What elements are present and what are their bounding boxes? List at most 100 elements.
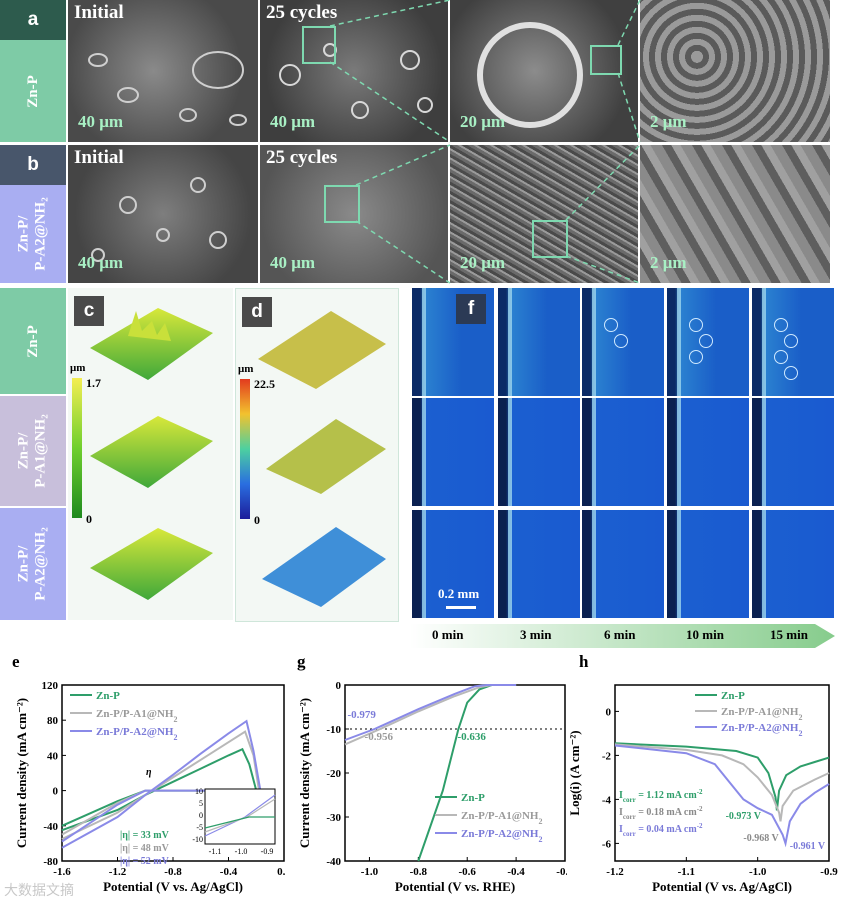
y-tick-label: 120 bbox=[42, 680, 59, 692]
legend-entry: Zn-P/P-A2@NH2 bbox=[721, 722, 802, 738]
y-tick-label: -20 bbox=[326, 768, 341, 780]
x-axis-label: Potential (V vs. Ag/AgCl) bbox=[652, 879, 792, 894]
camera-frame bbox=[667, 288, 749, 396]
legend-entry: Zn-P bbox=[461, 792, 485, 804]
x-tick-label: -1.2 bbox=[606, 866, 624, 878]
y-axis-label: Current density (mA cm⁻²) bbox=[14, 698, 29, 848]
camera-frame bbox=[412, 398, 494, 506]
inset-series bbox=[204, 794, 276, 837]
panel-letter: e bbox=[12, 652, 20, 671]
eta-annotation: |η| = 48 mV bbox=[120, 843, 170, 854]
colorbar-c-max: 1.7 bbox=[86, 376, 101, 390]
colorbar-d bbox=[240, 379, 250, 519]
sem-b-25cycles: 25 cycles 40 μm bbox=[260, 145, 448, 283]
colorbar-d-max: 22.5 bbox=[254, 377, 275, 391]
panel-c-letter: c bbox=[74, 296, 104, 326]
x-axis-label: Potential (V vs. RHE) bbox=[395, 879, 515, 894]
y-tick-label: -40 bbox=[43, 821, 58, 833]
y-tick-label: -6 bbox=[602, 838, 612, 850]
inset-y-tick: -5 bbox=[196, 823, 203, 832]
x-tick-label: -0.9 bbox=[820, 866, 838, 878]
y-tick-label: -30 bbox=[326, 812, 341, 824]
annotation: -0.979 bbox=[347, 709, 376, 721]
y-tick-label: 0 bbox=[336, 680, 342, 692]
sem-a-zoom1: 20 μm bbox=[450, 0, 638, 142]
y-tick-label: 0 bbox=[606, 706, 612, 718]
x-tick-label: -0.2 bbox=[556, 866, 567, 878]
legend-entry: Zn-P/P-A2@NH2 bbox=[461, 828, 542, 844]
y-tick-label: 0 bbox=[53, 786, 59, 798]
annotation: -0.956 bbox=[365, 731, 394, 743]
camera-frame bbox=[582, 398, 664, 506]
sem-label: 25 cycles bbox=[266, 2, 338, 23]
y-tick-label: -2 bbox=[602, 750, 612, 762]
x-tick-label: 0.0 bbox=[277, 866, 285, 878]
sem-a-initial: Initial 40 μm bbox=[68, 0, 258, 142]
annotation: -0.968 V bbox=[743, 833, 779, 844]
sem-label: 25 cycles bbox=[266, 147, 338, 168]
y-tick-label: 40 bbox=[47, 750, 59, 762]
row-b-label: Zn-P/P-A2@NH₂ bbox=[0, 185, 66, 283]
icorr-annotation: Icorr = 1.12 mA cm-2 bbox=[619, 788, 703, 804]
chart-h: h -1.2 -1.1 -1.0 -0.9 0 -2 -4 -6 Potential (V vs.… bbox=[567, 652, 838, 894]
inset-x-tick: -1.0 bbox=[235, 847, 248, 856]
icorr-annotation: Icorr = 0.04 mA cm-2 bbox=[619, 822, 703, 838]
colorbar-d-unit: μm bbox=[238, 363, 254, 375]
scale-bar: 40 μm bbox=[270, 112, 316, 131]
colorbar-c-min: 0 bbox=[86, 512, 92, 526]
inset-x-tick: -0.9 bbox=[261, 847, 274, 856]
series-line-2 bbox=[614, 743, 830, 822]
panel-a-letter: a bbox=[27, 9, 39, 30]
panel-d-letter: d bbox=[242, 297, 272, 327]
camera-frame bbox=[752, 510, 834, 618]
legend-entry: Zn-P bbox=[721, 690, 745, 702]
row-cdf-label-1: Zn-P bbox=[0, 288, 66, 394]
camera-frame bbox=[412, 510, 494, 618]
zoom-box bbox=[324, 185, 360, 223]
panel-b-letter: b bbox=[27, 154, 39, 175]
chart-g: g -1.0 -0.8 -0.6 -0.4 -0.2 0 -10 -20 -30 -40 Potent… bbox=[297, 652, 567, 894]
panel-f-letter: f bbox=[456, 294, 486, 324]
panel-b-letter-box bbox=[0, 145, 66, 185]
y-tick-label: -10 bbox=[326, 724, 341, 736]
x-tick-label: -1.6 bbox=[53, 866, 71, 878]
x-tick-label: -1.1 bbox=[678, 866, 695, 878]
colorbar-c-unit: μm bbox=[70, 362, 86, 374]
series-line-3 bbox=[614, 744, 830, 848]
inset-series bbox=[204, 816, 275, 829]
colorbar-c bbox=[72, 378, 82, 518]
zoom-box bbox=[590, 45, 622, 75]
annotation: -0.636 bbox=[457, 731, 486, 743]
panel-c: c μm 1.7 0 bbox=[68, 288, 233, 620]
time-label-1: 3 min bbox=[520, 627, 552, 642]
x-tick-label: -0.8 bbox=[410, 866, 428, 878]
scale-bar: 40 μm bbox=[78, 253, 124, 272]
camera-frame bbox=[752, 288, 834, 396]
scale-bar: 20 μm bbox=[460, 253, 506, 272]
camera-frame bbox=[752, 398, 834, 506]
x-tick-label: -1.2 bbox=[109, 866, 127, 878]
legend-entry: Zn-P/P-A1@NH2 bbox=[721, 706, 802, 722]
x-tick-label: -0.8 bbox=[164, 866, 182, 878]
camera-frame bbox=[582, 288, 664, 396]
sem-b-zoom2: 2 μm bbox=[640, 145, 830, 283]
panel-f-scale: 0.2 mm bbox=[438, 586, 480, 601]
eta-symbol: η bbox=[146, 767, 152, 778]
row-a-label: Zn-P bbox=[0, 40, 66, 142]
x-tick-label: -0.4 bbox=[507, 866, 525, 878]
inset-y-tick: 10 bbox=[195, 787, 203, 796]
sem-b-zoom1: 20 μm bbox=[450, 145, 638, 283]
row-cdf-label-3: Zn-P/P-A2@NH₂ bbox=[0, 508, 66, 620]
panel-a-letter-box bbox=[0, 0, 66, 40]
time-label-0: 0 min bbox=[432, 627, 464, 642]
inset-y-tick: 0 bbox=[199, 811, 203, 820]
inset-y-tick: 5 bbox=[199, 799, 203, 808]
eta-annotation: |η| = 33 mV bbox=[120, 830, 170, 841]
sem-b-initial: Initial 40 μm bbox=[68, 145, 258, 283]
camera-frame bbox=[498, 288, 580, 396]
eta-annotation: |η| = 52 mV bbox=[120, 856, 170, 867]
series-line-3 bbox=[61, 719, 262, 849]
x-tick-label: -0.4 bbox=[220, 866, 238, 878]
camera-frame bbox=[498, 510, 580, 618]
inset-x-tick: -1.1 bbox=[209, 847, 222, 856]
